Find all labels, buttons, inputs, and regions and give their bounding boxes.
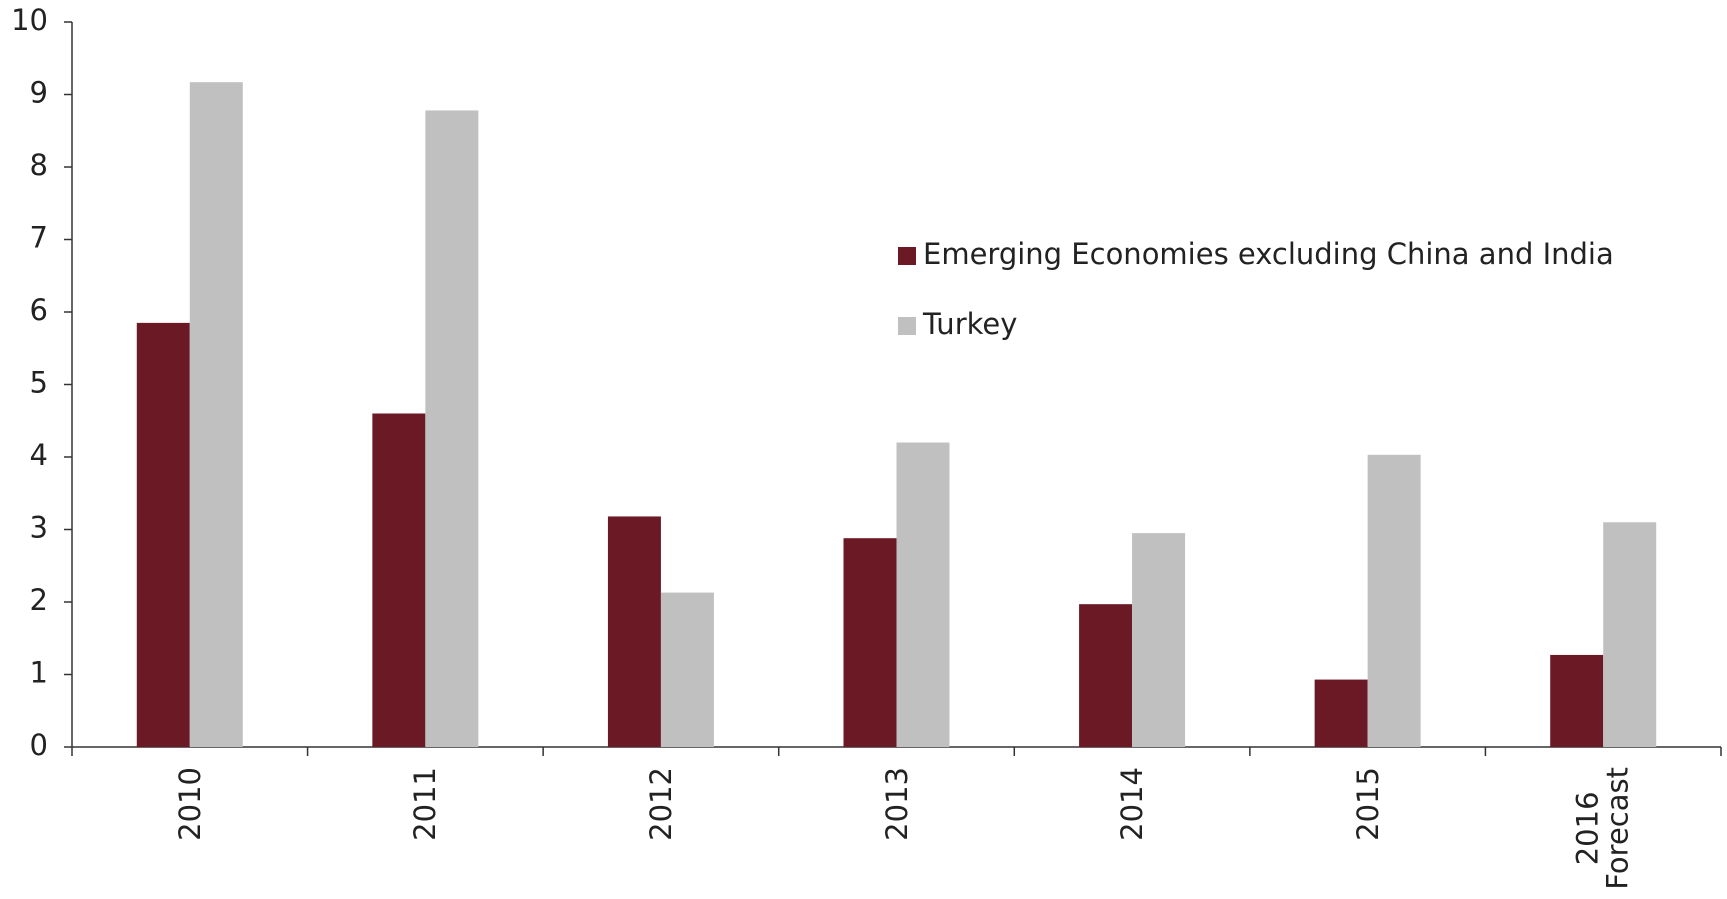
bar [843,538,897,747]
bar [136,322,190,747]
bar [1367,454,1421,747]
bar [607,516,661,747]
x-tick-label: 2010 [172,767,207,841]
bar [372,413,426,747]
x-tick-label: 2013 [879,767,914,841]
x-tick-label: 2011 [408,767,443,841]
y-tick-label: 6 [30,293,48,327]
bar [1314,679,1368,747]
legend-label: Turkey [922,307,1017,341]
y-tick-label: 10 [11,3,48,37]
bar [1079,604,1133,747]
y-tick-label: 1 [30,656,48,690]
x-tick-label: 2014 [1114,767,1149,841]
y-tick-label: 9 [30,76,48,110]
y-tick-label: 2 [30,583,48,617]
y-tick-label: 5 [30,366,48,400]
y-tick-label: 4 [30,438,48,472]
y-tick-label: 8 [30,148,48,182]
bar [896,442,950,747]
x-tick-label: 2016 Forecast [1570,767,1636,890]
bar [1603,522,1657,747]
bar [1550,654,1604,747]
bar [1132,533,1186,747]
bar [425,110,479,747]
legend-swatch [898,247,916,265]
bar [660,592,714,747]
x-tick-label: 2015 [1350,767,1385,841]
y-tick-label: 3 [30,511,48,545]
y-tick-label: 7 [30,221,48,255]
legend-label: Emerging Economies excluding China and I… [923,237,1614,271]
x-tick-label: 2012 [643,767,678,841]
y-tick-label: 0 [30,728,48,762]
bar [189,82,243,748]
legend-swatch [898,317,916,335]
